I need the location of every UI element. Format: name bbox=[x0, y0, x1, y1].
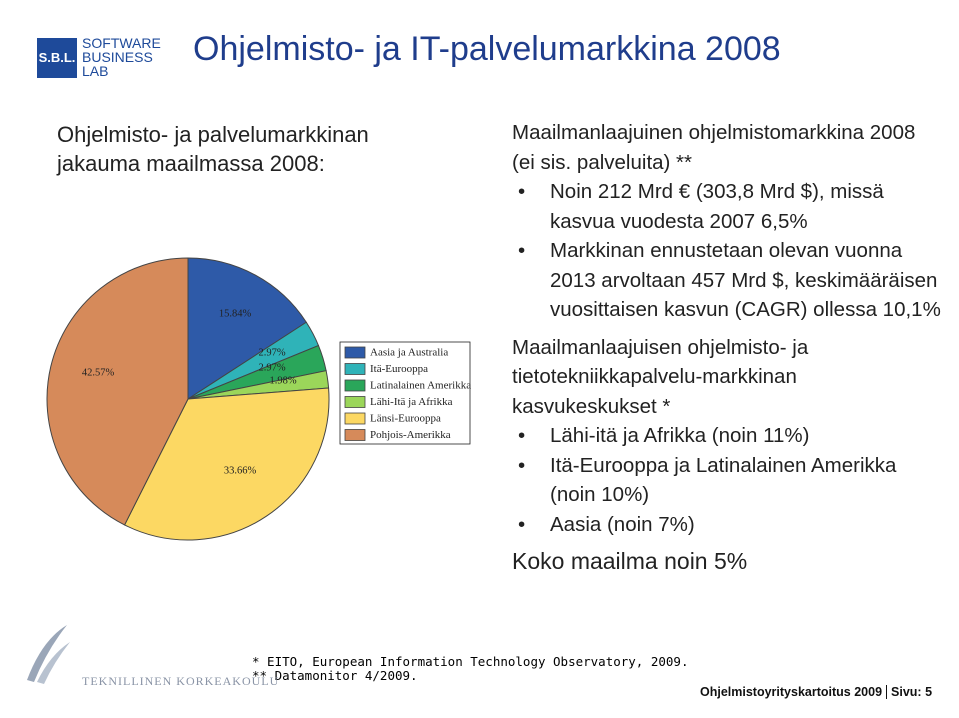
bullet: Itä-Eurooppa ja Latinalainen Amerikka (n… bbox=[518, 451, 942, 510]
footnote: ** Datamonitor 4/2009. bbox=[252, 668, 418, 683]
logo-line: LAB bbox=[82, 63, 109, 79]
heading-line: Ohjelmisto- ja palvelumarkkinan bbox=[57, 122, 369, 147]
value-label: 15.84% bbox=[219, 308, 252, 319]
legend-swatch bbox=[344, 429, 366, 441]
logo-mark: S.B.L. bbox=[37, 38, 77, 78]
legend-swatch bbox=[344, 379, 366, 392]
legend-swatch bbox=[344, 412, 366, 425]
pie-slice bbox=[187, 257, 307, 400]
logo-text: SOFTWARE BUSINESS LAB bbox=[82, 36, 161, 78]
legend-box bbox=[339, 341, 471, 445]
chart: 15.84% 2.97% 2.97% 1.98% 33.66% 42.57% Aasia j… bbox=[46, 257, 471, 541]
section-heading: Maailmanlaajuisen ohjelmisto- ja tietote… bbox=[512, 335, 809, 418]
left-heading: Ohjelmisto- ja palvelumarkkinan jakauma … bbox=[57, 120, 369, 178]
legend-label: Latinalainen Amerikka bbox=[370, 380, 471, 392]
legend-label: Länsi-Eurooppa bbox=[370, 413, 441, 425]
bullets: Noin 212 Mrd € (303,8 Mrd $), missä kasv… bbox=[512, 177, 942, 325]
value-label: 2.97% bbox=[258, 347, 285, 358]
report: Ohjelmistoyrityskartoitus 2009 bbox=[700, 685, 883, 699]
bullet: Markkinan ennustetaan olevan vuonna 2013… bbox=[518, 236, 942, 325]
value-label: 33.66% bbox=[224, 465, 257, 476]
conclusion: Koko maailma noin 5% bbox=[512, 548, 748, 574]
legend-label: Itä-Eurooppa bbox=[370, 363, 428, 375]
heading-line: jakauma maailmassa 2008: bbox=[57, 151, 325, 176]
section-heading: Maailmanlaajuinen ohjelmistomarkkina 200… bbox=[512, 121, 916, 174]
text-block: Maailmanlaajuinen ohjelmistomarkkina 200… bbox=[512, 118, 942, 577]
legend-label: Aasia ja Australia bbox=[370, 347, 448, 359]
logo-line: BUSINESS bbox=[82, 49, 153, 65]
footnote: * EITO, European Information Technology … bbox=[252, 654, 689, 669]
pie-slice bbox=[123, 387, 330, 541]
bullets: Lähi-itä ja Afrikka (noin 11%) Itä-Euroo… bbox=[512, 421, 942, 539]
institution-logo bbox=[27, 625, 70, 684]
bullet: Aasia (noin 7%) bbox=[518, 510, 942, 540]
bullet: Noin 212 Mrd € (303,8 Mrd $), missä kasv… bbox=[518, 177, 942, 236]
legend-label: Pohjois-Amerikka bbox=[370, 429, 451, 441]
title: Ohjelmisto- ja IT-palvelumarkkina 2008 bbox=[193, 30, 781, 68]
value-label: 42.57% bbox=[82, 367, 115, 378]
logo-line: SOFTWARE bbox=[82, 35, 161, 51]
value-label: 2.97% bbox=[258, 362, 285, 373]
footer: Ohjelmistoyrityskartoitus 2009 Sivu: 5 bbox=[700, 685, 933, 699]
value-label: 1.98% bbox=[269, 375, 296, 386]
legend-swatch bbox=[344, 363, 366, 375]
page-number: Sivu: 5 bbox=[886, 685, 933, 699]
institution: TEKNILLINEN KORKEAKOULU bbox=[82, 674, 280, 688]
legend-label: Lähi-Itä ja Afrikka bbox=[370, 396, 453, 408]
legend-swatch bbox=[344, 396, 366, 408]
bullet: Lähi-itä ja Afrikka (noin 11%) bbox=[518, 421, 942, 451]
legend-swatch bbox=[344, 346, 366, 359]
pie-slice bbox=[46, 257, 189, 526]
